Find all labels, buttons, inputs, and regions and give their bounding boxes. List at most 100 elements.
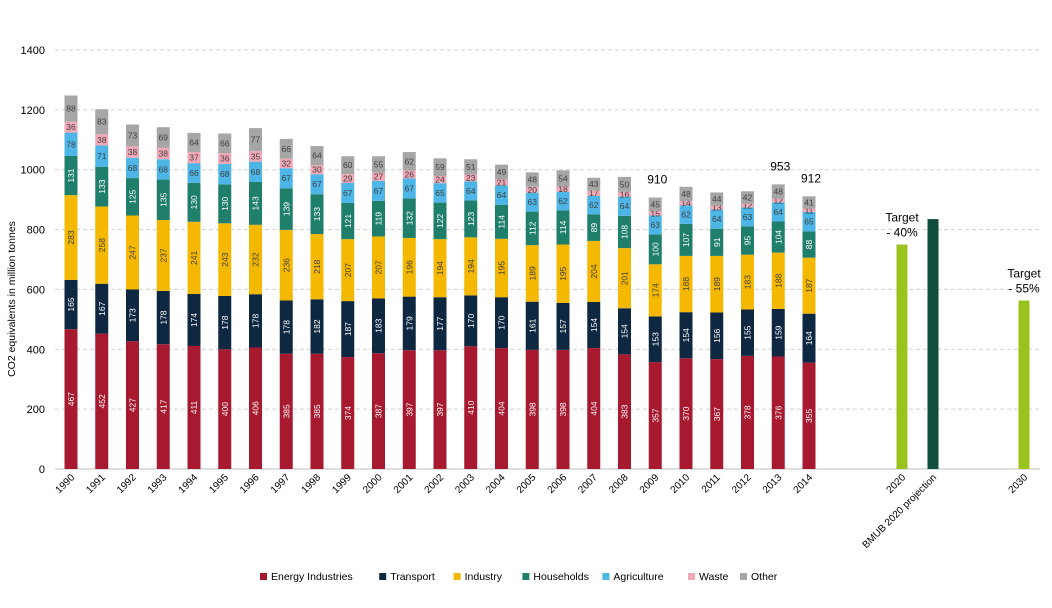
bar-segment [218,153,232,165]
bar-segment [433,239,447,298]
bar-segment [156,219,170,291]
bar-segment [464,181,478,201]
data-label: 18 [558,184,568,194]
data-label: 64 [620,201,630,211]
data-label: 48 [681,189,691,199]
x-tick-label: 2013 [761,472,785,496]
bar-segment [556,191,570,211]
bar-segment [587,214,601,241]
bar-segment [679,186,693,202]
bar-segment [525,192,539,212]
target-bar [896,244,908,469]
data-label: 133 [312,207,322,221]
data-label: 67 [374,186,384,196]
bar-segment [741,226,754,255]
bar-segment [310,165,324,175]
data-label: 178 [281,320,291,334]
bar-segment [525,245,539,302]
data-label: 17 [589,188,599,198]
data-label: 178 [220,315,230,329]
x-tick-label: 2007 [576,472,600,496]
legend-label: Other [751,571,778,583]
data-label: 383 [620,404,630,418]
bar-segment [126,146,139,158]
bar-segment [402,237,416,297]
total-label: 912 [801,171,821,185]
data-label: 73 [128,130,138,140]
data-label: 11 [805,205,814,215]
data-label: 65 [435,188,445,198]
x-tick-label: 1991 [84,472,108,496]
data-label: 63 [651,220,661,230]
bar-segment [372,172,385,181]
legend-label: Agriculture [613,571,663,583]
data-label: 64 [466,186,476,196]
x-tick-label: 2012 [730,472,754,496]
bar-segment [679,205,693,224]
legend-label: Households [533,571,588,583]
data-label: 387 [374,404,384,418]
bar-segment [402,296,416,351]
bar-segment [464,237,478,296]
x-tick-label: 2030 [1007,472,1031,496]
legend-label: Energy Industries [271,571,353,583]
bar-segment [648,211,662,216]
data-label: 21 [497,177,507,187]
data-label: 67 [343,188,353,198]
data-label: 100 [650,242,660,256]
bar-segment [587,190,601,196]
bar-segment [341,156,355,175]
bar-segment [95,283,109,334]
data-label: 283 [66,230,76,244]
bar-segment [126,178,139,216]
bar-segment [495,204,508,239]
data-label: 155 [743,325,753,339]
legend-swatch [453,573,461,580]
data-label: 411 [189,400,199,414]
bar-segment [710,205,724,210]
bar-segment [618,308,631,355]
data-label: 376 [773,405,783,419]
data-label: 139 [281,202,291,216]
bar-segment [187,132,201,153]
bar-segment [710,209,724,229]
x-tick-label: 2010 [669,472,693,496]
bar-segment [464,159,478,175]
x-tick-label: 1993 [146,472,170,496]
bar-segment [464,174,478,182]
bar-segment [587,195,601,215]
bar-segment [95,333,109,469]
bar-segment [402,170,416,179]
bar-segment [495,297,508,349]
data-label: 241 [189,250,199,264]
bar-segment [710,312,724,360]
data-label: 247 [128,245,138,259]
data-label: 404 [497,401,507,415]
data-label: 156 [712,328,722,342]
bar-segment [771,198,785,203]
data-label: 207 [343,263,353,277]
data-label: 194 [466,259,476,273]
data-label: 357 [650,408,660,422]
bar-segment [341,357,355,469]
bar-segment [618,248,631,309]
data-label: 218 [312,259,322,273]
data-label: 51 [466,162,476,172]
data-label: 397 [404,402,414,416]
data-label: 68 [220,169,230,179]
data-label: 133 [97,179,107,193]
bar-segment [679,312,693,359]
legend-label: Industry [465,571,503,583]
bar-segment [495,164,508,180]
bar-segment [433,183,447,203]
bar-segment [310,299,324,354]
bar-segment [556,302,570,350]
y-tick-label: 1200 [21,105,45,117]
data-label: 13 [712,203,722,213]
bar-segment [249,128,262,152]
data-label: 64 [712,214,722,224]
data-label: 236 [281,258,291,272]
data-label: 243 [220,252,230,266]
x-tick-label: 2014 [792,472,816,496]
legend-swatch [260,573,267,580]
